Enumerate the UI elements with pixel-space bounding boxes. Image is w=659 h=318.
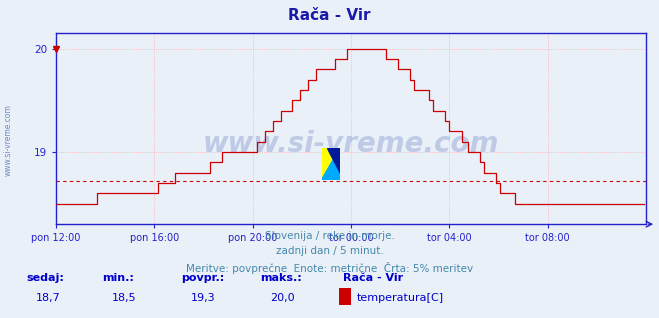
Text: 19,3: 19,3 bbox=[191, 293, 215, 302]
Text: Rača - Vir: Rača - Vir bbox=[343, 273, 403, 283]
Polygon shape bbox=[327, 148, 340, 173]
Polygon shape bbox=[322, 148, 340, 180]
Text: www.si-vreme.com: www.si-vreme.com bbox=[4, 104, 13, 176]
Text: povpr.:: povpr.: bbox=[181, 273, 225, 283]
Text: 20,0: 20,0 bbox=[270, 293, 295, 302]
Text: maks.:: maks.: bbox=[260, 273, 302, 283]
Text: 18,7: 18,7 bbox=[36, 293, 61, 302]
Text: temperatura[C]: temperatura[C] bbox=[357, 293, 444, 302]
Text: Rača - Vir: Rača - Vir bbox=[288, 8, 371, 23]
Text: www.si-vreme.com: www.si-vreme.com bbox=[203, 130, 499, 158]
Text: min.:: min.: bbox=[102, 273, 134, 283]
Text: zadnji dan / 5 minut.: zadnji dan / 5 minut. bbox=[275, 246, 384, 256]
Text: Meritve: povprečne  Enote: metrične  Črta: 5% meritev: Meritve: povprečne Enote: metrične Črta:… bbox=[186, 262, 473, 274]
Polygon shape bbox=[322, 148, 340, 180]
Text: sedaj:: sedaj: bbox=[26, 273, 64, 283]
Text: 18,5: 18,5 bbox=[112, 293, 136, 302]
Text: Slovenija / reke in morje.: Slovenija / reke in morje. bbox=[264, 231, 395, 240]
